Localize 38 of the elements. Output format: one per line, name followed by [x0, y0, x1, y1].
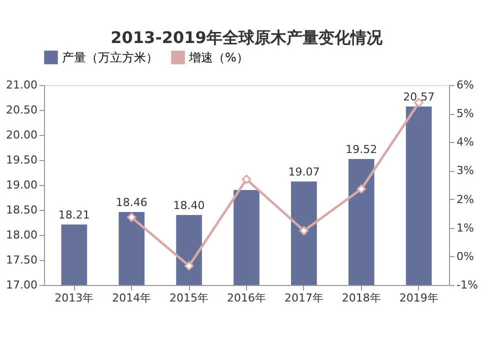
y2-tick-label: 4% [456, 136, 474, 149]
data-label: 19.52 [346, 143, 378, 156]
y-tick-label: 17.50 [6, 254, 38, 266]
point [184, 261, 194, 270]
y-tick-label: 18.50 [6, 204, 38, 216]
y-tick-label: 19.00 [6, 178, 38, 192]
y-tick-label: 17.00 [6, 278, 38, 292]
y-tick-label: 21.00 [6, 78, 38, 92]
legend-label: 增速（%） [188, 50, 248, 64]
point [242, 174, 252, 184]
x-tick-label: 2013年 [54, 292, 94, 304]
y2-tick-label: 5% [456, 107, 474, 120]
x-tick-label: 2016年 [227, 292, 266, 304]
x-tick-label: 2019年 [399, 292, 438, 304]
y-tick-label: 20.50 [6, 104, 38, 116]
data-label: 18.40 [173, 199, 205, 212]
y-tick-label: 18.00 [6, 228, 38, 242]
x-tick-label: 2015年 [170, 292, 209, 304]
y2-tick-label: -1% [456, 278, 478, 292]
y2-tick-label: 2% [456, 192, 474, 206]
y-tick-label: 20.00 [6, 128, 38, 142]
y2-tick-label: 0% [456, 250, 474, 263]
legend-label: 产量（万立方米） [62, 50, 158, 64]
data-label: 18.21 [58, 208, 90, 222]
y2-tick-label: 3% [456, 164, 474, 178]
y-tick-label: 19.50 [6, 154, 38, 166]
point [356, 184, 366, 194]
chart-title: 2013-2019年全球原木产量变化情况 [110, 28, 384, 47]
x-tick-label: 2017年 [284, 292, 324, 304]
y2-tick-label: 1% [456, 221, 474, 234]
x-tick-label: 2014年 [112, 292, 152, 304]
point [126, 212, 136, 222]
y2-tick-label: 6% [456, 78, 474, 92]
data-label: 18.46 [116, 196, 148, 209]
data-label: 19.07 [288, 166, 320, 178]
point [299, 226, 309, 236]
data-label: 20.57 [403, 90, 435, 104]
x-tick-label: 2018年 [342, 292, 381, 304]
